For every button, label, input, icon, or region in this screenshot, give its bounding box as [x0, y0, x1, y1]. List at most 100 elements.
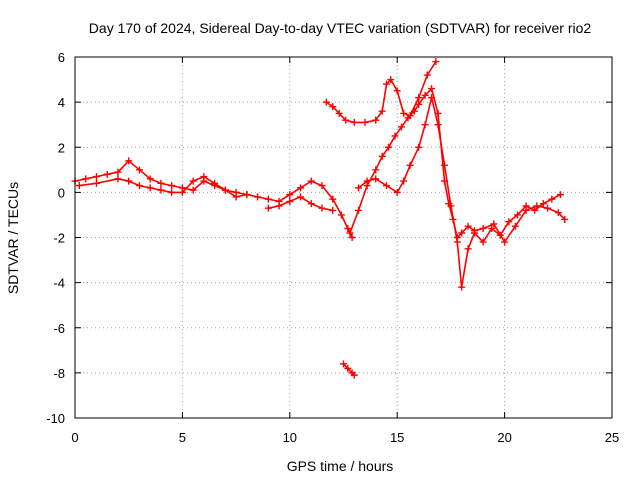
data-point [344, 224, 352, 232]
data-point [243, 191, 251, 199]
data-point [453, 238, 461, 246]
series-track-a [71, 157, 356, 241]
data-point [385, 143, 393, 151]
data-point [297, 193, 305, 201]
data-point [428, 85, 436, 93]
series-line [74, 159, 353, 238]
data-point [421, 91, 429, 99]
data-point [378, 107, 386, 115]
data-point [103, 170, 111, 178]
data-point [556, 191, 564, 199]
data-point [363, 177, 371, 185]
data-point [275, 202, 283, 210]
data-point [406, 161, 414, 169]
data-point [415, 94, 423, 102]
series-track-g [340, 360, 358, 379]
data-point [322, 98, 330, 106]
data-point [211, 179, 219, 187]
y-tick-label: -10 [46, 411, 65, 426]
data-point [350, 118, 358, 126]
data-point [264, 195, 272, 203]
data-point [75, 182, 83, 190]
x-tick-label: 10 [283, 430, 297, 445]
data-point [471, 229, 479, 237]
data-point [125, 177, 133, 185]
data-point [114, 168, 122, 176]
data-point [479, 238, 487, 246]
data-point [387, 76, 395, 84]
data-point [372, 175, 380, 183]
data-point [382, 80, 390, 88]
data-point [340, 360, 347, 368]
data-point [146, 184, 154, 192]
data-point [415, 143, 423, 151]
series-track-c [264, 193, 337, 214]
data-point [157, 179, 165, 187]
grid [75, 57, 612, 418]
data-point [344, 364, 352, 372]
data-point [232, 193, 240, 201]
data-point [513, 211, 521, 219]
data-point [189, 177, 197, 185]
data-point [434, 121, 442, 129]
data-point [531, 206, 539, 214]
x-tick-label: 25 [605, 430, 619, 445]
data-point [342, 116, 350, 124]
data-point [432, 58, 440, 66]
series-line [79, 175, 247, 198]
data-point [350, 371, 358, 379]
data-point [464, 245, 472, 253]
data-point [125, 157, 133, 165]
tick-labels: 0 5 10 15 20 25 -10 -8 -6 -4 -2 0 2 4 6 [46, 50, 619, 445]
x-tick-label: 0 [71, 430, 78, 445]
data-point [490, 220, 498, 228]
data-point [458, 229, 466, 237]
series-line [349, 87, 566, 244]
data-point [307, 177, 315, 185]
data-point [421, 121, 429, 129]
axis-ticks [74, 56, 613, 419]
y-tick-label: -8 [53, 366, 65, 381]
data-point [464, 222, 472, 230]
y-tick-label: 4 [58, 95, 65, 110]
data-point [496, 231, 504, 239]
y-tick-label: -6 [53, 321, 65, 336]
data-point [539, 200, 547, 208]
y-tick-label: -4 [53, 276, 65, 291]
data-point [264, 204, 272, 212]
data-point [561, 215, 569, 223]
data-point [92, 173, 100, 181]
data-point [355, 206, 363, 214]
y-tick-label: -2 [53, 231, 65, 246]
data-point [458, 283, 466, 291]
series-track-e [322, 58, 440, 126]
data-point [168, 182, 176, 190]
data-point [428, 94, 436, 102]
chart-title: Day 170 of 2024, Sidereal Day-to-day VTE… [89, 20, 592, 36]
x-axis-label: GPS time / hours [287, 458, 394, 474]
data-point [318, 182, 326, 190]
data-point [200, 173, 208, 181]
data-point [393, 87, 401, 95]
data-point [286, 197, 294, 205]
data-point [348, 234, 356, 241]
data-point [318, 204, 326, 212]
data-point [400, 177, 408, 185]
data-point [329, 103, 337, 111]
data-point [544, 204, 552, 212]
y-tick-label: 0 [58, 185, 65, 200]
series-track-d [346, 85, 569, 246]
data-point [178, 188, 186, 196]
data-point [361, 118, 369, 126]
series-line [342, 363, 355, 376]
data-point [393, 188, 401, 196]
data-point [447, 202, 455, 210]
data-point [329, 206, 337, 214]
data-point [479, 224, 487, 232]
data-point [92, 179, 100, 187]
data-point [189, 186, 197, 194]
data-point [221, 186, 229, 194]
data-point [286, 191, 294, 199]
data-point [297, 184, 305, 192]
y-tick-label: 2 [58, 140, 65, 155]
